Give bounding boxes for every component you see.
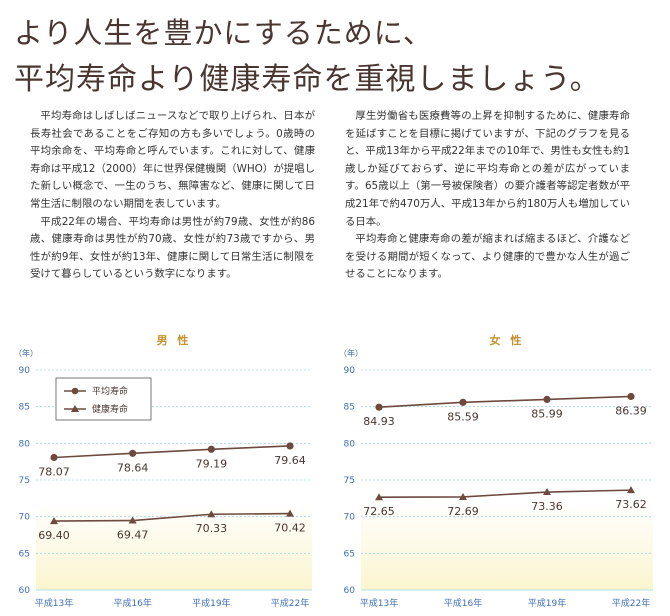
y-tick-label: 90 bbox=[344, 366, 356, 376]
legend-label: 健康寿命 bbox=[92, 403, 128, 415]
data-label: 79.64 bbox=[274, 454, 306, 467]
data-label: 73.62 bbox=[615, 498, 647, 511]
legend-marker bbox=[71, 387, 79, 395]
data-point bbox=[459, 398, 467, 406]
series-line-1 bbox=[378, 489, 632, 499]
legend-marker bbox=[71, 405, 79, 412]
y-tick-label: 70 bbox=[19, 513, 31, 523]
y-tick-label: 75 bbox=[19, 476, 30, 486]
data-label: 78.07 bbox=[38, 465, 70, 478]
data-point bbox=[50, 453, 58, 462]
headline-line-1: より人生を豊かにするために、 bbox=[14, 16, 433, 50]
data-point bbox=[286, 509, 294, 517]
left-paragraph-1: 平均寿命はしばしばニュースなどで取り上げられ、日本が長寿社会であることをご存知の… bbox=[30, 110, 315, 210]
data-point bbox=[375, 493, 383, 501]
data-point bbox=[128, 516, 137, 524]
y-tick-label: 65 bbox=[344, 549, 355, 559]
data-label: 72.65 bbox=[363, 505, 395, 518]
background-band bbox=[36, 502, 312, 590]
x-tick-label: 平成22年 bbox=[271, 597, 309, 609]
data-point bbox=[375, 403, 383, 411]
right-paragraph-1: 厚生労働省も医療費等の上昇を抑制するために、健康寿命を延ばすことを目標に掲げてい… bbox=[345, 110, 630, 228]
data-label: 69.47 bbox=[117, 529, 149, 542]
data-label: 69.40 bbox=[38, 529, 70, 542]
x-tick-label: 平成19年 bbox=[192, 597, 230, 609]
data-point bbox=[50, 517, 58, 525]
data-label: 84.93 bbox=[363, 415, 395, 428]
background-band bbox=[361, 502, 653, 590]
y-axis-unit: （年） bbox=[339, 348, 363, 358]
data-label: 86.39 bbox=[615, 404, 647, 417]
data-point bbox=[459, 492, 467, 500]
y-tick-label: 85 bbox=[19, 403, 30, 413]
data-label: 73.36 bbox=[531, 500, 563, 513]
x-tick-label: 平成13年 bbox=[35, 597, 73, 609]
legend-box bbox=[55, 377, 152, 421]
data-point bbox=[286, 442, 294, 450]
data-point bbox=[129, 449, 137, 457]
headline-line-2: 平均寿命より健康寿命を重視しましょう。 bbox=[14, 62, 601, 97]
y-tick-label: 80 bbox=[19, 439, 31, 449]
series-line-0 bbox=[378, 395, 632, 408]
left-column-text: 平均寿命はしばしばニュースなどで取り上げられ、日本が長寿社会であることをご存知の… bbox=[30, 108, 315, 284]
data-label: 78.64 bbox=[117, 461, 149, 474]
data-label: 70.33 bbox=[196, 522, 228, 535]
y-tick-label: 70 bbox=[344, 513, 356, 523]
y-tick-label: 85 bbox=[344, 403, 355, 413]
data-label: 85.99 bbox=[531, 407, 563, 420]
data-point bbox=[207, 445, 215, 453]
chart-title: 女 性 bbox=[490, 333, 525, 347]
male-life-expectancy-chart: 男 性 （年） 60 65 70 75 80 85 90 平成13年 平成16年 平成19年 平成22年… bbox=[14, 333, 312, 609]
left-paragraph-2: 平成22年の場合、平均寿命は男性が約79歳、女性が約86歳、健康寿命は男性が約7… bbox=[30, 215, 315, 281]
data-point bbox=[543, 395, 551, 404]
x-tick-label: 平成22年 bbox=[612, 597, 650, 609]
data-point bbox=[207, 510, 216, 518]
y-axis-unit: （年） bbox=[14, 348, 38, 358]
series-line-1 bbox=[53, 512, 291, 522]
x-tick-label: 平成19年 bbox=[528, 597, 566, 609]
data-label: 72.69 bbox=[447, 505, 479, 518]
female-life-expectancy-chart: 女 性 （年） 60 65 70 75 80 85 90 平成13年 平成16年 平成19年 平成22年… bbox=[339, 333, 653, 609]
data-point bbox=[627, 392, 635, 401]
x-tick-label: 平成13年 bbox=[360, 597, 398, 609]
y-tick-label: 65 bbox=[19, 549, 30, 559]
data-label: 85.59 bbox=[447, 410, 479, 423]
data-point bbox=[627, 486, 635, 494]
y-tick-label: 60 bbox=[19, 586, 31, 596]
chart-title: 男 性 bbox=[157, 333, 192, 347]
x-tick-label: 平成16年 bbox=[113, 597, 151, 609]
y-tick-label: 80 bbox=[344, 439, 356, 449]
x-tick-label: 平成16年 bbox=[444, 597, 482, 609]
y-tick-label: 60 bbox=[344, 586, 356, 596]
data-label: 79.19 bbox=[196, 457, 228, 470]
right-paragraph-2: 平均寿命と健康寿命の差が縮まれば縮まるほど、介護などを受ける期間が短くなって、よ… bbox=[345, 233, 630, 281]
y-tick-label: 90 bbox=[19, 366, 31, 376]
legend-label: 平均寿命 bbox=[92, 385, 128, 397]
data-label: 70.42 bbox=[274, 522, 306, 535]
series-line-0 bbox=[53, 445, 291, 459]
y-tick-label: 75 bbox=[344, 476, 355, 486]
data-point bbox=[543, 488, 551, 496]
right-column-text: 厚生労働省も医療費等の上昇を抑制するために、健康寿命を延ばすことを目標に掲げてい… bbox=[345, 108, 630, 284]
